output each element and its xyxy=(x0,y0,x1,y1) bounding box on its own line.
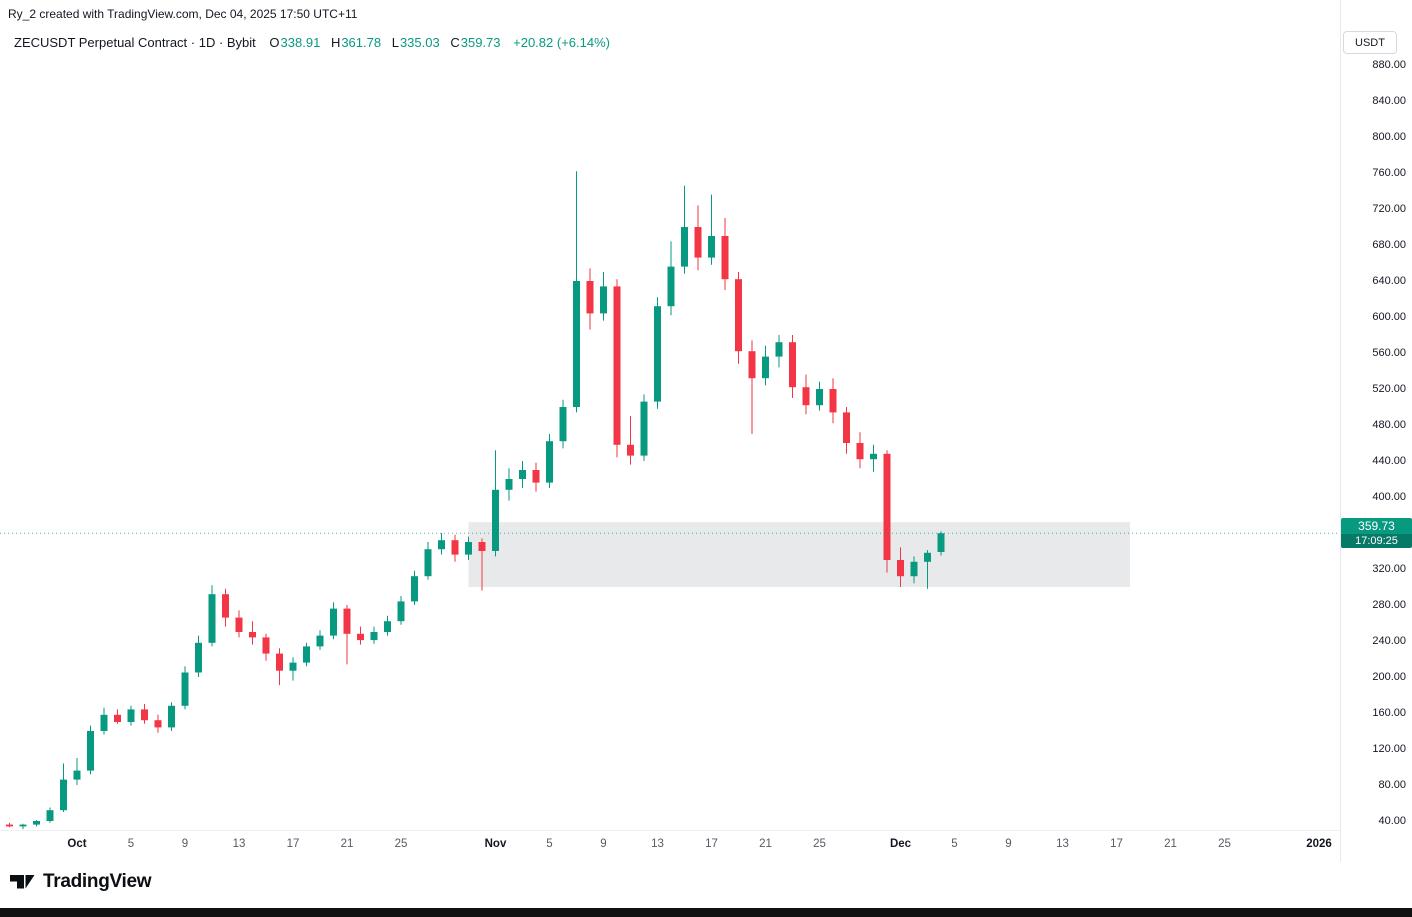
price-axis[interactable]: USDT 880.00 840.00 800.00 760.00 720.00 680.0… xyxy=(1340,0,1412,862)
bottom-window-edge xyxy=(0,908,1412,917)
ohlc-close: C359.73 xyxy=(450,35,501,50)
price-axis-label: 880.00 xyxy=(1372,59,1406,71)
price-axis-label: 640.00 xyxy=(1372,275,1406,287)
time-axis-label: 2026 xyxy=(1306,838,1332,850)
time-axis-label: 17 xyxy=(1110,838,1123,850)
time-axis-label: 25 xyxy=(1218,838,1231,850)
time-axis-label: 9 xyxy=(181,838,189,850)
price-axis-label: 40.00 xyxy=(1378,815,1406,827)
price-axis-label: 520.00 xyxy=(1372,383,1406,395)
price-axis-label: 560.00 xyxy=(1372,347,1406,359)
chart-pane[interactable]: ZECUSDT Perpetual Contract · 1D · Bybit … xyxy=(0,0,1340,862)
ohlc-low: L335.03 xyxy=(391,35,440,50)
price-axis-label: 160.00 xyxy=(1372,707,1406,719)
footer: TradingView xyxy=(0,862,1412,908)
tradingview-logo[interactable]: TradingView xyxy=(10,871,152,893)
time-axis-label: Nov xyxy=(484,838,507,850)
price-axis-label: 80.00 xyxy=(1378,779,1406,791)
highlight-zone xyxy=(468,522,1130,587)
time-axis-label: 17 xyxy=(705,838,718,850)
symbol-title[interactable]: ZECUSDT Perpetual Contract · 1D · Bybit xyxy=(14,35,256,50)
time-axis-label: 25 xyxy=(394,838,408,850)
time-axis-label: 5 xyxy=(546,838,553,850)
price-axis-label: 600.00 xyxy=(1372,311,1406,323)
bar-countdown: 17:09:25 xyxy=(1341,534,1412,549)
price-axis-label: 680.00 xyxy=(1372,239,1406,251)
price-axis-label: 760.00 xyxy=(1372,167,1406,179)
price-axis-label: 240.00 xyxy=(1372,635,1406,647)
time-axis-label: 13 xyxy=(1056,838,1069,850)
candlestick-chart[interactable] xyxy=(0,0,1340,862)
price-axis-label: 480.00 xyxy=(1372,419,1406,431)
legend: ZECUSDT Perpetual Contract · 1D · Bybit … xyxy=(14,35,610,50)
ohlc-open: O338.91 xyxy=(269,35,321,50)
price-axis-label: 400.00 xyxy=(1372,491,1406,503)
tradingview-wordmark: TradingView xyxy=(43,871,152,892)
time-axis-label: Dec xyxy=(889,838,912,850)
price-axis-label: 840.00 xyxy=(1372,95,1406,107)
price-axis-label: 720.00 xyxy=(1372,203,1406,215)
time-axis-label: 9 xyxy=(600,838,607,850)
price-axis-label: 440.00 xyxy=(1372,455,1406,467)
time-axis-label: 13 xyxy=(651,838,664,850)
time-axis-label: 21 xyxy=(759,838,772,850)
tradingview-logo-mark xyxy=(10,875,35,889)
time-axis-label: 21 xyxy=(1164,838,1177,850)
price-change: +20.82 (+6.14%) xyxy=(513,35,610,50)
price-axis-label: 280.00 xyxy=(1372,599,1406,611)
time-axis-label: 5 xyxy=(127,838,135,850)
time-axis[interactable]: Oct 5 9 13 17 21 25 Nov 5 9 13 17 21 25 Dec 5 9 13 17 21 25 2… xyxy=(0,830,1340,858)
unit-currency-button[interactable]: USDT xyxy=(1343,31,1397,54)
time-axis-label: 13 xyxy=(232,838,246,850)
last-price-value: 359.73 xyxy=(1341,518,1412,535)
time-axis-label: 25 xyxy=(813,838,826,850)
time-axis-label: 9 xyxy=(1005,838,1012,850)
price-axis-label: 200.00 xyxy=(1372,671,1406,683)
time-axis-label: Oct xyxy=(67,838,87,850)
time-axis-label: 17 xyxy=(286,838,300,850)
price-axis-label: 120.00 xyxy=(1372,743,1406,755)
time-axis-label: 21 xyxy=(340,838,354,850)
snapshot-attribution: Ry_2 created with TradingView.com, Dec 0… xyxy=(8,7,358,21)
price-axis-label: 800.00 xyxy=(1372,131,1406,143)
last-price-badge: 359.73 17:09:25 xyxy=(1341,518,1412,549)
time-axis-label: 5 xyxy=(951,838,958,850)
price-axis-label: 320.00 xyxy=(1372,563,1406,575)
ohlc-high: H361.78 xyxy=(330,35,382,50)
